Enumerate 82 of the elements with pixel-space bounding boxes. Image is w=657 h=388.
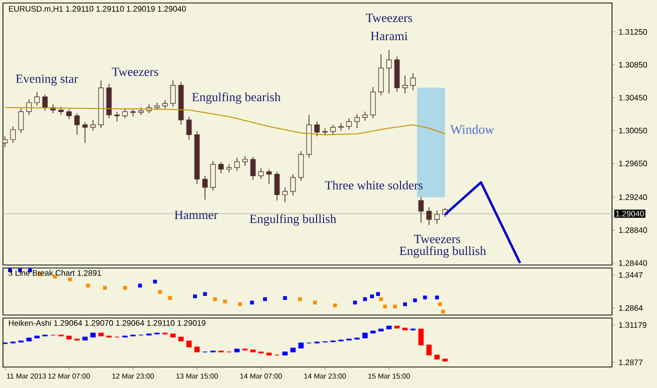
annotation: Tweezers [414,234,460,244]
candlestick [298,150,304,182]
candlestick [250,156,256,180]
point [383,304,387,308]
candlestick [186,116,192,140]
candlestick [386,50,392,94]
point [438,302,442,306]
annotation: Tweezers [366,14,412,22]
point [203,292,207,296]
candlestick [114,111,120,122]
band-label: Window [450,124,494,134]
point [193,294,197,298]
line-series [4,107,446,136]
point [413,298,417,302]
candlestick [82,122,88,144]
candlestick [258,168,264,180]
point [370,294,374,298]
candlestick [354,114,360,129]
candlestick [418,196,424,224]
candlestick [210,160,216,192]
annotation: Evening star [16,74,78,86]
candlestick [242,156,248,166]
point [423,296,427,300]
point [313,300,317,304]
candlestick [274,171,280,201]
annotation: Tweezers [112,68,158,76]
point [68,277,72,282]
point [283,296,287,300]
candlestick [362,111,368,122]
point [363,297,367,302]
point [123,286,127,290]
candlestick [314,121,320,137]
candlestick [18,108,24,134]
candlestick [90,119,96,131]
point [435,296,439,300]
candlestick [346,118,352,130]
candlestick [378,54,384,96]
candlestick [338,122,344,131]
point [158,290,162,294]
candlestick [234,157,240,172]
point [213,297,217,302]
candlestick [202,175,208,200]
candlestick [74,112,80,136]
candlestick [218,161,224,174]
point [379,297,383,302]
point [250,300,254,304]
point [298,297,302,302]
point [153,280,157,284]
point [103,286,107,290]
point [441,310,445,314]
candlestick [330,124,336,136]
candlestick [410,72,416,91]
point [138,284,142,288]
point [223,300,227,304]
candlestick [402,75,408,94]
point [168,296,172,300]
annotation: Hammer [174,210,218,220]
annotation: Harami [370,32,408,40]
point [333,303,337,308]
candlestick [66,108,72,120]
candlestick [434,210,440,224]
point [393,304,397,308]
candlestick [34,92,40,106]
candlestick [370,86,376,119]
candlestick [282,186,288,203]
candlestick [290,174,296,196]
point [353,300,357,304]
annotation: Engulfing bullish [400,246,486,258]
annotation: Engulfing bearish [192,92,281,104]
candlestick [426,206,432,226]
point [86,284,90,288]
point [376,292,380,296]
candlestick [170,80,176,108]
candlestick [42,94,48,112]
candlestick [266,168,272,184]
candlestick [130,108,136,117]
point [263,297,267,302]
point [238,302,242,306]
annotation: Three white solders [324,180,423,190]
point [403,302,407,306]
candlestick [10,126,16,144]
annotation: Engulfing bullish [250,214,336,226]
